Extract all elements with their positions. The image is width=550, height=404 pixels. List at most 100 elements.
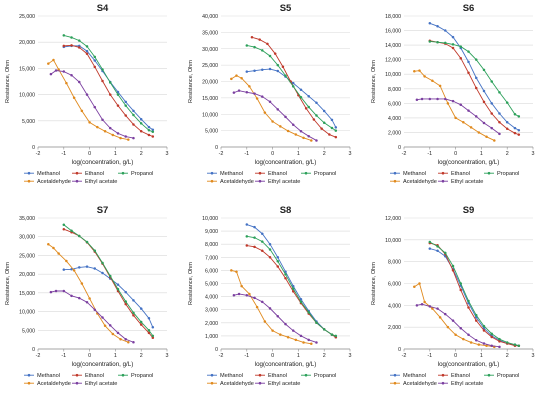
data-point-methanol — [315, 101, 318, 105]
data-point-methanol — [268, 242, 272, 246]
series-line-propanol — [63, 224, 154, 337]
x-tick-label: 2 — [140, 353, 143, 359]
data-point-acetaldehyde — [230, 269, 233, 272]
data-point-acetaldehyde — [80, 282, 84, 285]
legend-swatch-marker — [27, 373, 31, 377]
series-line-ethanol — [63, 228, 154, 339]
data-point-ethyl-acetate — [428, 97, 432, 101]
data-point-methanol — [85, 49, 89, 53]
data-point-ethanol — [147, 331, 151, 335]
data-point-methanol — [334, 126, 338, 129]
series-line-ethanol — [63, 44, 153, 137]
legend-label: Ethanol — [268, 171, 287, 177]
data-point-propanol — [276, 259, 280, 263]
data-point-methanol — [517, 129, 521, 132]
x-tick-label: 3 — [532, 151, 535, 157]
x-tick-label: 1 — [114, 151, 117, 157]
legend-label: Ethanol — [268, 373, 287, 379]
data-point-ethyl-acetate — [459, 327, 463, 330]
data-point-methanol — [151, 326, 155, 329]
data-point-ethyl-acetate — [78, 296, 81, 300]
data-point-ethyl-acetate — [268, 307, 272, 310]
data-point-ethyl-acetate — [85, 300, 89, 304]
legend-item: Acetaldehyde — [390, 381, 437, 387]
legend-swatch-marker — [210, 171, 214, 175]
data-point-methanol — [444, 29, 447, 32]
data-point-ethanol — [273, 52, 277, 55]
y-tick-label: 18,000 — [385, 14, 401, 20]
data-point-acetaldehyde — [103, 130, 107, 133]
data-point-methanol — [139, 117, 143, 121]
data-point-ethyl-acetate — [291, 123, 295, 126]
x-tick-label: 0 — [271, 353, 274, 359]
data-point-propanol — [284, 74, 287, 77]
data-point-methanol — [467, 60, 470, 64]
data-point-acetaldehyde — [240, 76, 243, 80]
legend-label: Acetaldehyde — [220, 381, 254, 387]
data-point-propanol — [101, 68, 104, 71]
x-tick-label: -2 — [402, 353, 407, 359]
data-point-acetaldehyde — [446, 325, 450, 329]
x-tick-label: 1 — [480, 353, 483, 359]
legend-label: Methanol — [403, 171, 426, 177]
series-line-ethanol — [429, 242, 519, 347]
data-point-methanol — [482, 327, 486, 330]
legend-item: Propanol — [118, 171, 153, 177]
series-line-propanol — [246, 45, 337, 132]
data-point-acetaldehyde — [65, 81, 68, 85]
data-point-ethanol — [467, 306, 470, 309]
data-point-propanol — [70, 36, 73, 39]
y-tick-label: 20,000 — [19, 40, 35, 46]
legend-label: Ethanol — [451, 373, 470, 379]
data-point-propanol — [334, 334, 338, 338]
data-point-acetaldehyde — [438, 316, 442, 319]
series-line-propanol — [429, 41, 520, 117]
data-point-propanol — [299, 300, 303, 304]
data-point-acetaldehyde — [477, 343, 481, 346]
data-point-propanol — [124, 104, 127, 107]
data-point-propanol — [245, 44, 249, 47]
legend-item: Ethanol — [438, 171, 470, 177]
legend-item: Ethanol — [72, 373, 104, 379]
chart-svg: 0 2,000 4,000 6,000 8,000 10,000 12,000 -2 -1 0 1 2… — [371, 205, 535, 387]
data-point-propanol — [116, 93, 120, 96]
data-point-acetaldehyde — [493, 139, 496, 142]
data-point-propanol — [245, 235, 249, 238]
data-point-methanol — [139, 307, 143, 310]
data-point-ethyl-acetate — [420, 97, 424, 101]
data-point-ethyl-acetate — [124, 338, 127, 341]
data-point-ethanol — [132, 123, 135, 126]
y-tick-label: 25,000 — [19, 253, 35, 259]
data-point-ethyl-acetate — [415, 98, 419, 101]
data-point-acetaldehyde — [88, 121, 91, 124]
data-point-ethyl-acetate — [78, 80, 81, 84]
data-point-ethyl-acetate — [299, 334, 303, 338]
data-point-ethyl-acetate — [49, 72, 53, 76]
data-point-methanol — [428, 247, 432, 250]
data-point-propanol — [93, 55, 97, 59]
legend-swatch-marker — [27, 171, 31, 175]
legend-swatch-marker — [258, 373, 262, 377]
data-point-ethyl-acetate — [482, 121, 486, 125]
legend-label: Acetaldehyde — [220, 179, 254, 185]
data-point-acetaldehyde — [294, 133, 298, 136]
legend-item: Ethyl acetate — [255, 179, 300, 185]
legend-item: Acetaldehyde — [390, 179, 437, 185]
data-point-acetaldehyde — [423, 75, 426, 78]
chart-title: S9 — [463, 205, 475, 216]
legend-item: Methanol — [24, 373, 60, 379]
data-point-methanol — [513, 126, 517, 130]
legend-label: Ethyl acetate — [268, 179, 300, 185]
data-point-acetaldehyde — [446, 102, 450, 105]
y-tick-label: 10,000 — [385, 72, 401, 78]
legend-label: Acetaldehyde — [403, 179, 437, 185]
series-line-methanol — [429, 248, 519, 347]
data-point-propanol — [268, 248, 272, 251]
data-point-propanol — [467, 299, 470, 303]
data-point-ethanol — [281, 65, 285, 69]
legend-label: Propanol — [131, 171, 153, 177]
data-point-propanol — [261, 49, 264, 52]
y-tick-label: 8,000 — [388, 260, 401, 266]
y-tick-label: 8,000 — [205, 242, 218, 248]
y-tick-label: 20,000 — [202, 80, 218, 86]
